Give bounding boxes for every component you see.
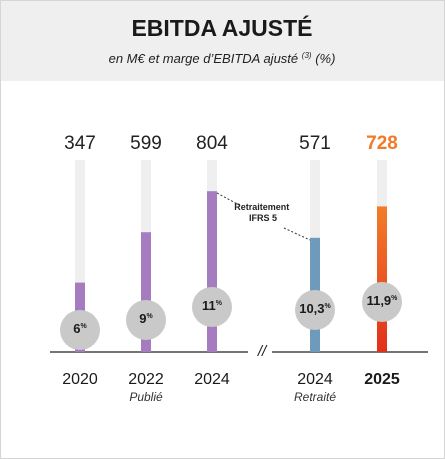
annotation-line (216, 192, 242, 207)
margin-circle (295, 290, 335, 330)
margin-label: 6% (73, 321, 87, 336)
break-mark: // (257, 343, 268, 360)
subtitle-text: en M€ et marge d’EBITDA ajusté (109, 51, 299, 66)
value-label: 571 (299, 133, 331, 154)
value-label: 599 (130, 133, 162, 154)
annotation-line-1: Retraitement (234, 202, 289, 212)
margin-number: 9 (139, 311, 146, 326)
x-sub-label: Retraité (294, 390, 336, 404)
margin-number: 11,9 (367, 293, 392, 308)
x-tick-label: 2025 (364, 371, 400, 388)
bar-track (75, 160, 85, 352)
margin-circle (60, 310, 100, 350)
subtitle-note: (3) (302, 51, 312, 60)
bar (207, 191, 217, 352)
x-tick-label: 2024 (297, 371, 333, 388)
chart-subtitle: en M€ et marge d’EBITDA ajusté (3) (%) (109, 47, 336, 66)
margin-circle (126, 300, 166, 340)
margin-label: 10,3% (299, 301, 331, 316)
x-sub-label: Publié (129, 390, 163, 404)
margin-number: 10,3 (299, 301, 324, 316)
value-label: 347 (64, 133, 96, 154)
x-tick-label: 2022 (128, 371, 164, 388)
value-label: 804 (196, 133, 228, 154)
margin-number: 11 (202, 298, 216, 313)
annotation-line (283, 227, 311, 241)
margin-label: 11% (202, 298, 223, 313)
margin-circle (192, 287, 232, 327)
margin-unit: % (391, 295, 398, 302)
margin-circle (362, 282, 402, 322)
margin-unit: % (325, 303, 332, 310)
margin-label: 9% (139, 311, 153, 326)
margin-unit: % (216, 300, 223, 307)
value-label: 728 (366, 133, 398, 154)
subtitle-unit: (%) (315, 51, 335, 66)
margin-number: 6 (73, 321, 80, 336)
x-tick-label: 2020 (62, 371, 98, 388)
chart-title: EBITDA AJUSTÉ (131, 14, 312, 41)
bar (377, 206, 387, 352)
annotation-line-2: IFRS 5 (249, 213, 277, 223)
margin-unit: % (147, 313, 154, 320)
margin-unit: % (81, 323, 88, 330)
annotation: Retraitement IFRS 5 (234, 202, 292, 223)
x-tick-label: 2024 (194, 371, 230, 388)
header-band (1, 1, 444, 81)
margin-label: 11,9% (367, 293, 399, 308)
bar (141, 232, 151, 352)
